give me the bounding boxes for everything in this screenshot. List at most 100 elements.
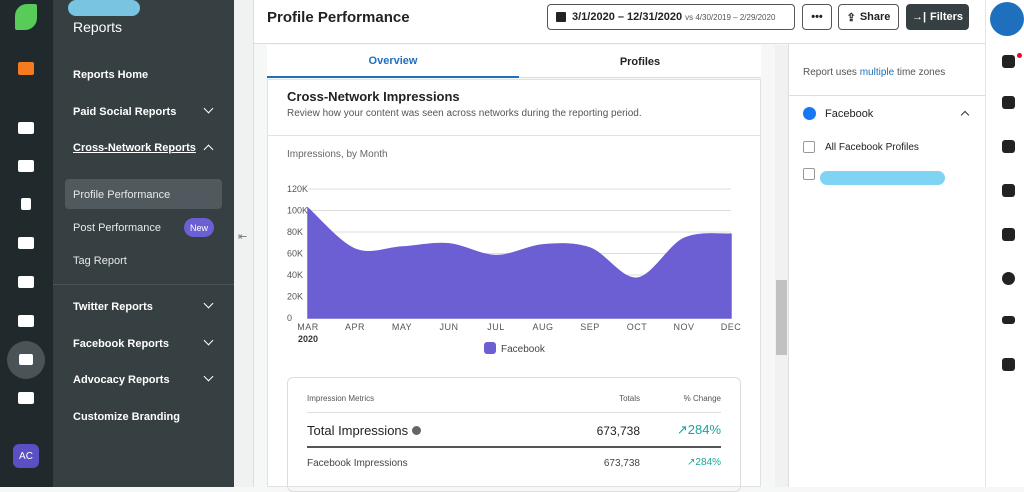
tab-active[interactable]: Overview: [267, 45, 519, 78]
icon[interactable]: [18, 276, 34, 288]
note-link[interactable]: multiple: [859, 67, 895, 78]
logo[interactable]: [15, 4, 37, 30]
icon[interactable]: [18, 122, 34, 134]
nav-item[interactable]: Customize Branding: [73, 411, 180, 423]
card-subtitle: Review how your content was seen across …: [287, 108, 642, 119]
metric-total: 673,738: [596, 424, 640, 438]
facebook-icon: [803, 107, 816, 120]
x-year-label: 2020: [298, 334, 318, 344]
metric-total: 673,738: [603, 458, 640, 469]
icon[interactable]: [1002, 228, 1015, 241]
redaction: [820, 171, 945, 185]
metric-name: Total Impressions: [307, 423, 421, 438]
icon: [19, 354, 33, 365]
active-highlight: [65, 179, 222, 209]
y-tick-label: 20K: [287, 292, 303, 302]
divider: [53, 284, 234, 285]
icon[interactable]: [1002, 184, 1015, 197]
chart: 0 20K 40K 60K 80K 100K 120K MAR APR MAY JUN JUL AUG S…: [287, 184, 742, 355]
y-tick-label: 60K: [287, 249, 303, 259]
icon[interactable]: [18, 315, 34, 327]
more-button[interactable]: •••: [802, 4, 832, 30]
icon[interactable]: [1002, 96, 1015, 109]
info-icon[interactable]: [411, 426, 421, 435]
collapse-strip: ⇤: [234, 0, 254, 487]
date-range-button[interactable]: 3/1/2020 – 12/31/2020 vs 4/30/2019 – 2/2…: [547, 4, 795, 30]
y-tick-label: 100K: [287, 206, 308, 216]
avatar[interactable]: AC: [13, 444, 39, 468]
profile-option[interactable]: All Facebook Profiles: [825, 142, 919, 153]
metrics-header: % Change: [683, 394, 721, 403]
filter-panel: [788, 44, 985, 487]
metrics-header: Totals: [619, 394, 640, 403]
icon[interactable]: [18, 160, 34, 172]
icon-reports-active[interactable]: [7, 341, 45, 379]
right-rail: [985, 0, 1024, 487]
x-tick-label: JUL: [487, 322, 505, 332]
x-tick-label: MAY: [392, 322, 412, 332]
date-range: 3/1/2020 – 12/31/2020: [572, 11, 683, 23]
share-button[interactable]: ⇪ Share: [838, 4, 899, 30]
metric-name-text: Total Impressions: [307, 423, 409, 438]
redaction: [68, 0, 140, 16]
note-text: time zones: [896, 67, 946, 78]
sub-item[interactable]: Post Performance: [73, 222, 162, 234]
icon[interactable]: [1002, 55, 1015, 68]
nav-item[interactable]: Cross-Network Reports: [73, 142, 196, 154]
area: [307, 206, 732, 319]
chart-title: Impressions, by Month: [287, 149, 388, 160]
x-tick-label: MAR: [297, 322, 319, 332]
nav-item[interactable]: Twitter Reports: [73, 301, 153, 313]
sub-item[interactable]: Tag Report: [73, 255, 127, 267]
divider: [788, 95, 985, 96]
y-tick-label: 0: [287, 313, 292, 323]
nav-item[interactable]: Paid Social Reports: [73, 106, 177, 118]
nav-item[interactable]: Advocacy Reports: [73, 374, 170, 386]
x-tick-label: NOV: [673, 322, 694, 332]
icon-rail: AC: [0, 0, 53, 487]
icon[interactable]: [1002, 316, 1015, 324]
scroll-thumb[interactable]: [776, 280, 787, 355]
scrollbar: [775, 45, 788, 487]
card-title: Cross-Network Impressions: [287, 89, 460, 104]
divider: [267, 135, 761, 136]
section-title: Reports: [73, 19, 123, 35]
x-tick-label: OCT: [627, 322, 648, 332]
legend-label: Facebook: [501, 344, 546, 355]
checkbox[interactable]: [803, 168, 815, 180]
compare-range: vs 4/30/2019 – 2/29/2020: [685, 12, 776, 22]
filters-button[interactable]: →| Filters: [906, 4, 969, 30]
page-title: Profile Performance: [267, 9, 410, 26]
sub-item[interactable]: Profile Performance: [73, 189, 171, 201]
icon[interactable]: [18, 237, 34, 249]
icon[interactable]: [21, 198, 31, 210]
icon[interactable]: [1002, 140, 1015, 153]
sidebar: [53, 0, 234, 487]
metric-name: Facebook Impressions: [307, 458, 408, 469]
x-tick-label: JUN: [440, 322, 459, 332]
icon[interactable]: [1002, 272, 1015, 285]
y-tick-label: 80K: [287, 227, 303, 237]
share-label: Share: [859, 11, 891, 23]
checkbox[interactable]: [803, 141, 815, 153]
nav-item[interactable]: Reports Home: [73, 69, 149, 81]
share-icon: ⇪: [846, 11, 856, 24]
x-tick-label: AUG: [532, 322, 553, 332]
icon[interactable]: [1002, 358, 1015, 371]
metric-change: ↗284%: [676, 422, 721, 437]
x-tick-label: DEC: [721, 322, 742, 332]
metric-change-text: 284%: [687, 422, 721, 437]
new-badge: New: [184, 218, 214, 237]
note-text: Report uses: [803, 67, 857, 78]
x-tick-label: SEP: [580, 322, 600, 332]
compose-button[interactable]: [990, 2, 1024, 36]
tab[interactable]: Profiles: [619, 55, 661, 68]
collapse-button[interactable]: ⇤: [238, 231, 248, 243]
metric-change-text: 284%: [695, 457, 721, 468]
icon-folder[interactable]: [18, 62, 34, 75]
icon[interactable]: [18, 392, 34, 404]
nav-item[interactable]: Facebook Reports: [73, 338, 169, 350]
network-name: Facebook: [825, 108, 874, 120]
timezone-note: Report uses multiple time zones: [803, 67, 945, 78]
